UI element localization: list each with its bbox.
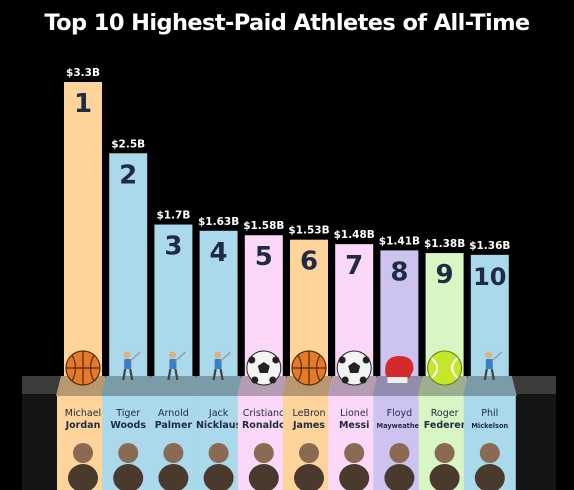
athlete-first-name: Arnold <box>158 408 189 419</box>
athlete-last-name: Federer <box>424 420 466 431</box>
portrait-body <box>429 464 460 490</box>
athlete-portrait <box>479 443 500 463</box>
portrait-body <box>339 464 370 490</box>
athlete-portrait <box>389 443 410 463</box>
portrait-body <box>474 464 505 490</box>
athlete-first-name: Jack <box>208 408 229 419</box>
bar-pedestal <box>191 376 246 396</box>
golfer-icon <box>167 351 186 381</box>
athlete-last-name: Jordan <box>65 420 101 431</box>
athlete-first-name: Tiger <box>115 408 140 419</box>
athlete-first-name: Lionel <box>340 408 368 419</box>
golfer-icon <box>122 351 141 381</box>
chart-title: Top 10 Highest-Paid Athletes of All-Time <box>44 10 530 36</box>
value-label: $1.48B <box>334 229 375 241</box>
value-label: $1.58B <box>243 220 284 232</box>
portrait-body <box>203 464 234 490</box>
athlete-portrait <box>163 443 184 463</box>
boxing-glove-icon <box>385 356 414 383</box>
athlete-last-name: Woods <box>110 420 146 431</box>
rank-number: 5 <box>255 242 273 272</box>
athlete-last-name: James <box>292 420 325 431</box>
bar-pedestal <box>146 376 201 396</box>
bar-group: $1.36B 10 Phil Mickelson <box>462 240 517 490</box>
athlete-portrait <box>253 443 274 463</box>
rank-number: 1 <box>74 89 92 119</box>
athlete-portrait <box>299 443 319 463</box>
bar-pedestal <box>101 376 156 396</box>
golfer-icon <box>483 351 503 381</box>
athlete-portrait <box>73 443 93 463</box>
rank-number: 2 <box>119 160 137 190</box>
athlete-first-name: Michael <box>65 408 101 419</box>
value-label: $1.53B <box>288 225 329 237</box>
portrait-body <box>68 464 98 490</box>
bar-pedestal <box>372 376 427 396</box>
value-label: $3.3B <box>66 67 100 79</box>
athlete-last-name: Ronaldo <box>242 420 286 431</box>
golfer-icon <box>212 351 232 381</box>
rank-number: 6 <box>300 247 318 277</box>
value-label: $1.36B <box>469 240 510 252</box>
athlete-portrait <box>344 443 365 463</box>
athlete-last-name: Nicklaus <box>196 420 242 431</box>
bar-pedestal <box>282 376 336 396</box>
tennis-ball-icon <box>427 350 463 386</box>
bar-pedestal <box>417 376 472 396</box>
portrait-body <box>248 464 279 490</box>
value-label: $1.38B <box>424 238 465 250</box>
portrait-body <box>158 464 189 490</box>
rank-number: 9 <box>436 260 454 290</box>
soccer-ball-icon <box>246 350 282 386</box>
bar-pedestal <box>236 376 291 396</box>
basketball-icon <box>291 350 327 386</box>
portrait-body <box>294 464 324 490</box>
rank-number: 4 <box>210 238 228 268</box>
basketball-icon <box>65 350 101 386</box>
portrait-body <box>113 464 144 490</box>
value-label: $1.7B <box>156 210 190 222</box>
soccer-ball-icon <box>336 350 372 386</box>
bar-pedestal <box>462 376 517 396</box>
bar <box>109 153 148 376</box>
rank-number: 10 <box>473 263 506 291</box>
athlete-last-name: Mayweather <box>377 422 423 430</box>
bar-group: $1.41B 8 Floyd Mayweather <box>372 235 427 490</box>
athlete-first-name: Cristiano <box>243 408 285 419</box>
value-label: $2.5B <box>111 138 145 150</box>
portrait-body <box>384 464 415 490</box>
athlete-last-name: Mickelson <box>471 422 508 430</box>
athlete-portrait <box>118 443 139 463</box>
athlete-first-name: Roger <box>431 408 459 419</box>
athlete-last-name: Messi <box>339 420 369 431</box>
bar <box>154 224 193 376</box>
athlete-portrait <box>208 443 229 463</box>
bar <box>64 82 102 376</box>
athlete-portrait <box>434 443 455 463</box>
rank-number: 8 <box>390 257 408 287</box>
athlete-last-name: Palmer <box>155 420 193 431</box>
bar-pedestal <box>327 376 382 396</box>
value-label: $1.41B <box>379 235 420 247</box>
rank-number: 7 <box>345 251 363 281</box>
value-label: $1.63B <box>198 216 239 228</box>
bar-pedestal <box>56 376 110 396</box>
bar <box>380 250 419 376</box>
rank-number: 3 <box>164 232 182 262</box>
athlete-first-name: LeBron <box>292 408 325 419</box>
athlete-first-name: Floyd <box>387 408 413 419</box>
athlete-first-name: Phil <box>481 408 498 419</box>
